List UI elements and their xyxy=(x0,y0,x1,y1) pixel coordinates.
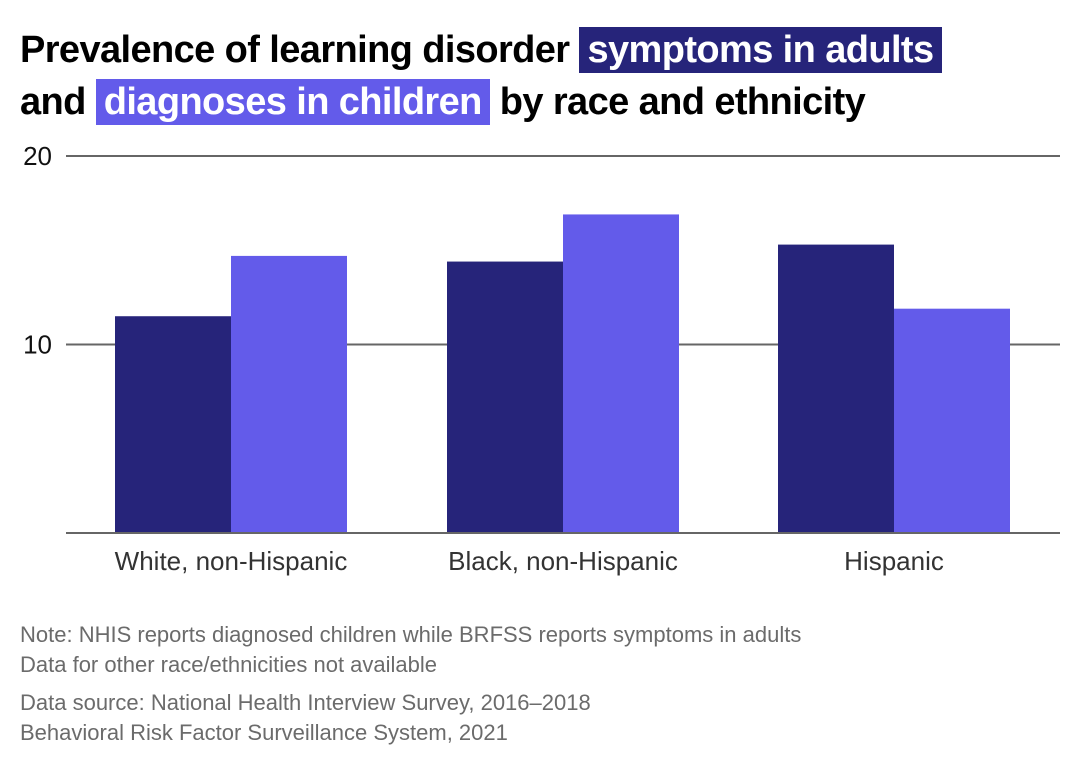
note-line-2: Data for other race/ethnicities not avai… xyxy=(20,652,438,677)
bar-children xyxy=(563,214,679,533)
chart-title: Prevalence of learning disorder symptoms… xyxy=(20,24,1070,128)
source-line-2: Behavioral Risk Factor Surveillance Syst… xyxy=(20,720,508,745)
y-tick-label: 10 xyxy=(23,330,52,360)
y-tick-label: 20 xyxy=(23,141,52,171)
chart-notes: Note: NHIS reports diagnosed children wh… xyxy=(20,620,801,748)
title-highlight-adults: symptoms in adults xyxy=(579,27,942,73)
title-part2: and xyxy=(20,81,86,123)
note-line-1: Note: NHIS reports diagnosed children wh… xyxy=(20,622,802,647)
bar-adults xyxy=(115,316,231,533)
bar-adults xyxy=(778,244,894,533)
bar-chart: 20 10 White, non-Hispanic Black, non-Hispan… xyxy=(23,141,1060,576)
bar-children xyxy=(894,308,1010,533)
x-tick-label: Black, non-Hispanic xyxy=(448,546,678,576)
title-part1: Prevalence of learning disorder xyxy=(20,29,570,71)
title-highlight-children: diagnoses in children xyxy=(95,79,490,125)
bar-children xyxy=(231,255,347,533)
source-line-1: Data source: National Health Interview S… xyxy=(20,690,591,715)
x-tick-label: White, non-Hispanic xyxy=(115,546,348,576)
title-part3: by race and ethnicity xyxy=(499,81,866,123)
bar-adults xyxy=(447,261,563,533)
x-tick-label: Hispanic xyxy=(844,546,944,576)
